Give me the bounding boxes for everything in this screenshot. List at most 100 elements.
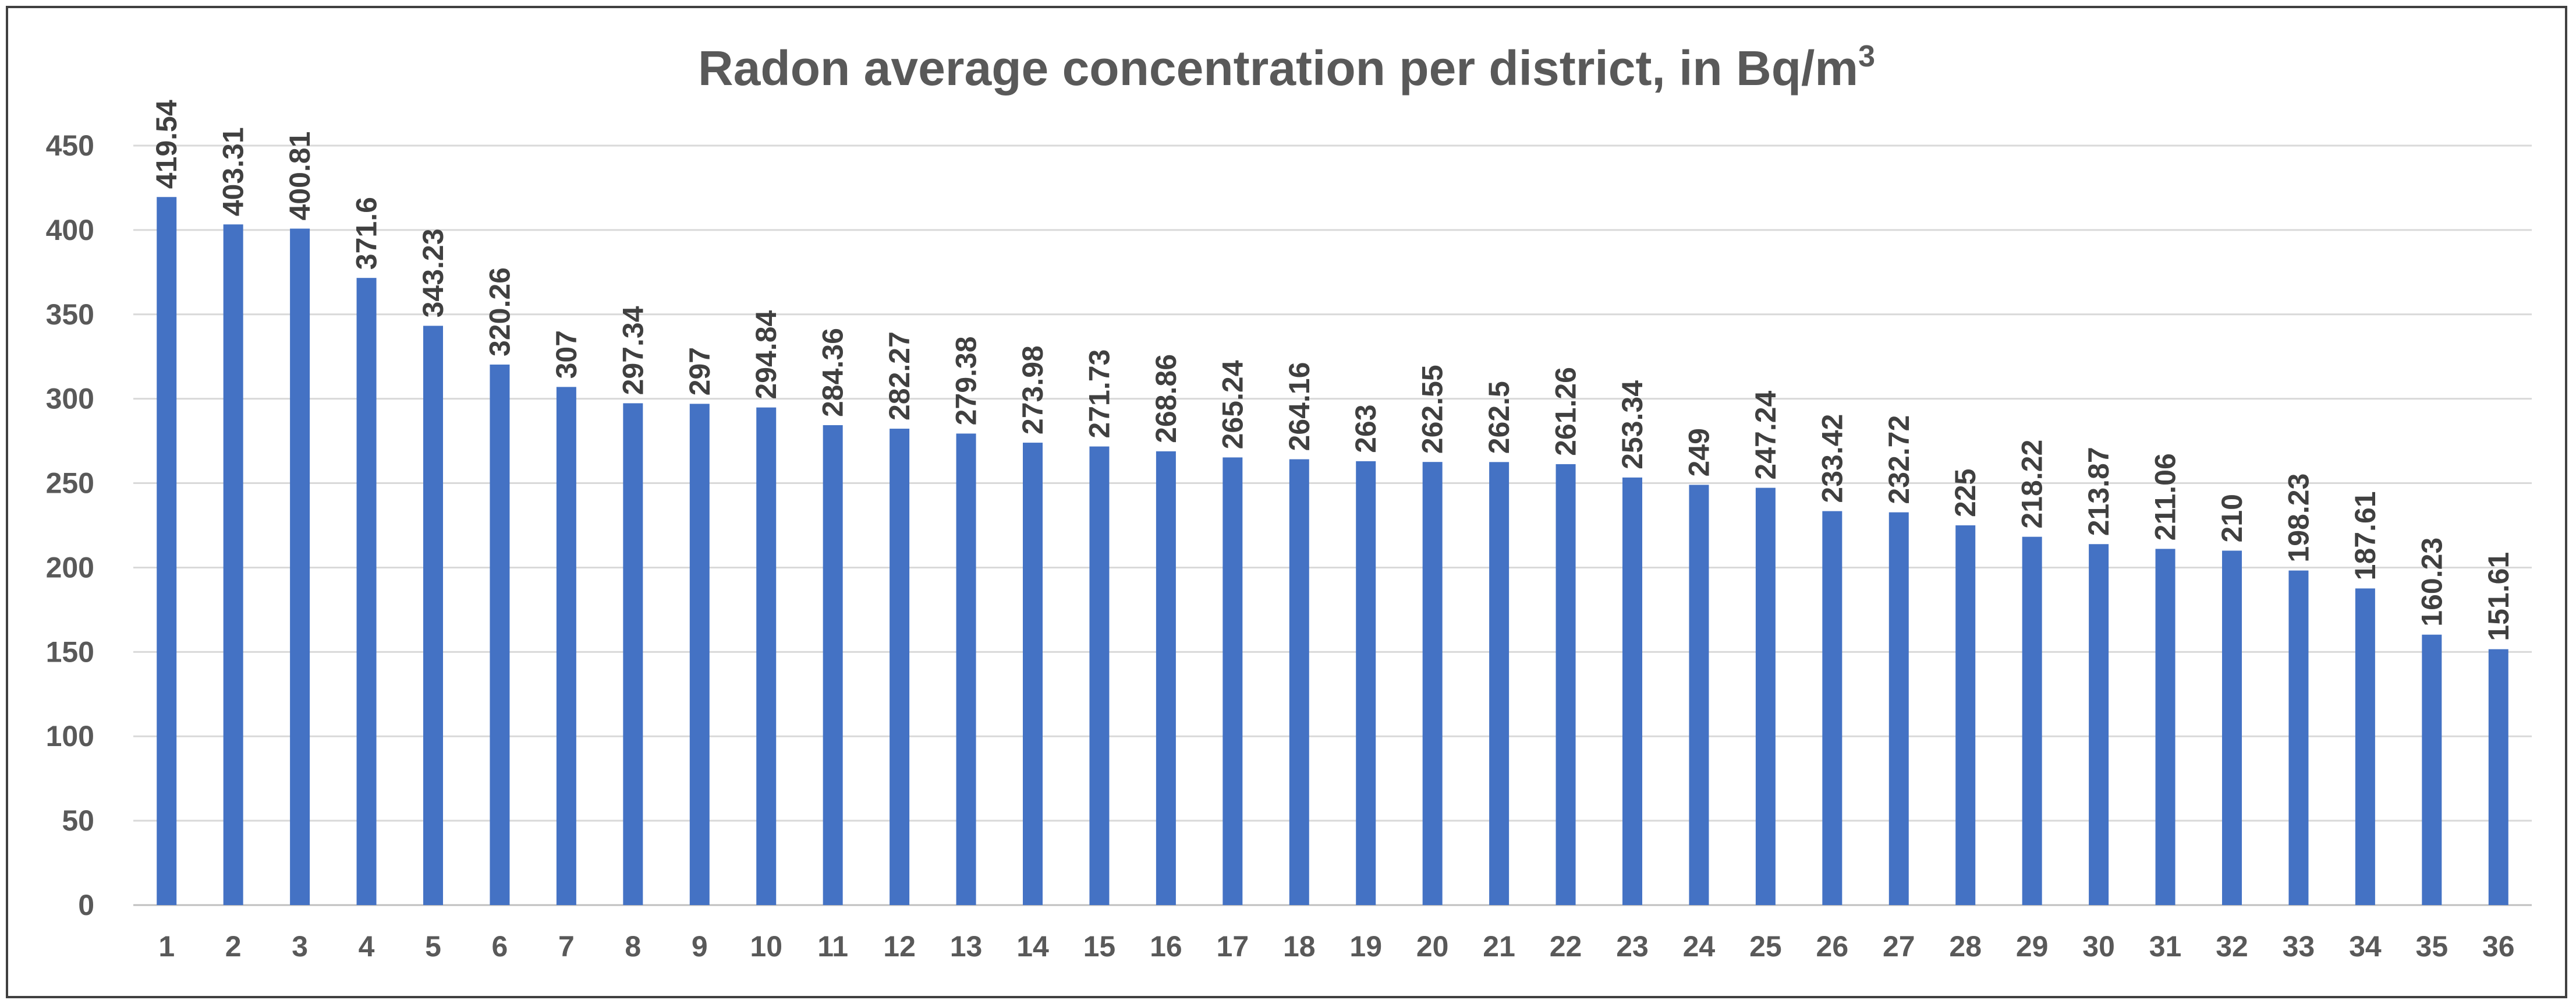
data-label: 282.27 bbox=[883, 331, 916, 421]
data-label: 263 bbox=[1349, 404, 1382, 453]
x-tick-label: 25 bbox=[1749, 930, 1782, 963]
data-label: 151.61 bbox=[2482, 552, 2515, 641]
data-label: 320.26 bbox=[483, 267, 516, 356]
bar-chart: Radon average concentration per district… bbox=[46, 40, 2532, 963]
bar bbox=[1223, 457, 1243, 905]
bar bbox=[2288, 570, 2309, 905]
x-axis-ticks: 1 2 3 4 5 6 7 8 9 10 11 12 13 14 15 16 17 18 19 20 21 22 23 24 2… bbox=[158, 930, 2514, 963]
x-tick-label: 4 bbox=[359, 930, 375, 963]
x-tick-label: 27 bbox=[1883, 930, 1915, 963]
data-label: 284.36 bbox=[817, 328, 849, 417]
chart-title: Radon average concentration per district… bbox=[698, 40, 1875, 96]
y-axis-ticks: 0 50 100 150 200 250 300 350 400 450 bbox=[46, 129, 94, 921]
bar bbox=[2422, 634, 2442, 905]
x-tick-label: 36 bbox=[2482, 930, 2515, 963]
x-tick-label: 30 bbox=[2082, 930, 2115, 963]
data-label: 253.34 bbox=[1616, 380, 1649, 469]
bar bbox=[1755, 487, 1776, 905]
bar bbox=[956, 433, 976, 905]
bar bbox=[1023, 443, 1043, 905]
bar bbox=[890, 429, 910, 905]
bar bbox=[1888, 512, 1909, 905]
data-label: 249 bbox=[1682, 428, 1715, 476]
data-label: 400.81 bbox=[284, 132, 316, 221]
x-tick-label: 23 bbox=[1616, 930, 1649, 963]
bar bbox=[2089, 544, 2109, 905]
data-label: 307 bbox=[550, 330, 583, 379]
bar bbox=[1622, 477, 1642, 905]
x-tick-label: 29 bbox=[2016, 930, 2049, 963]
bar bbox=[756, 407, 777, 905]
bar bbox=[2222, 550, 2242, 905]
data-label: 371.6 bbox=[350, 197, 383, 270]
x-tick-label: 32 bbox=[2216, 930, 2248, 963]
x-tick-label: 13 bbox=[950, 930, 983, 963]
x-tick-label: 9 bbox=[692, 930, 708, 963]
bar bbox=[1422, 462, 1443, 905]
data-label: 232.72 bbox=[1883, 415, 1915, 504]
y-tick-label: 50 bbox=[62, 804, 94, 837]
x-tick-label: 35 bbox=[2416, 930, 2449, 963]
x-tick-label: 6 bbox=[492, 930, 508, 963]
data-label: 211.06 bbox=[2149, 453, 2182, 540]
y-tick-label: 300 bbox=[46, 383, 94, 415]
x-tick-label: 1 bbox=[158, 930, 175, 963]
data-label: 225 bbox=[1949, 469, 1982, 517]
x-tick-label: 12 bbox=[883, 930, 916, 963]
data-label: 419.54 bbox=[150, 100, 183, 189]
bar bbox=[2488, 649, 2508, 905]
data-label: 403.31 bbox=[217, 127, 250, 216]
bar bbox=[1555, 464, 1576, 905]
data-label: 273.98 bbox=[1016, 345, 1049, 434]
data-label: 294.84 bbox=[750, 310, 782, 399]
x-tick-label: 34 bbox=[2349, 930, 2382, 963]
data-label: 198.23 bbox=[2282, 474, 2315, 563]
data-label: 297 bbox=[683, 347, 716, 395]
bar bbox=[1289, 459, 1309, 905]
data-label: 264.16 bbox=[1283, 362, 1316, 451]
data-label: 343.23 bbox=[417, 228, 449, 317]
bar bbox=[423, 326, 443, 905]
data-label: 213.87 bbox=[2082, 447, 2115, 536]
data-label: 297.34 bbox=[616, 306, 649, 395]
y-tick-label: 150 bbox=[46, 635, 94, 668]
x-tick-label: 11 bbox=[817, 930, 848, 963]
data-label: 187.61 bbox=[2349, 491, 2382, 580]
x-tick-label: 5 bbox=[425, 930, 441, 963]
bar bbox=[1822, 511, 1842, 905]
x-tick-label: 31 bbox=[2149, 930, 2182, 963]
chart-title-text: Radon average concentration per district… bbox=[698, 41, 1858, 96]
data-label: 210 bbox=[2216, 494, 2248, 542]
x-tick-label: 15 bbox=[1083, 930, 1116, 963]
chart-title-superscript: 3 bbox=[1858, 40, 1875, 73]
x-tick-label: 26 bbox=[1816, 930, 1849, 963]
y-tick-label: 100 bbox=[46, 720, 94, 752]
data-label: 261.26 bbox=[1550, 367, 1582, 456]
bar bbox=[2355, 588, 2375, 905]
bar bbox=[623, 403, 643, 905]
bar bbox=[1156, 451, 1176, 905]
x-tick-label: 3 bbox=[292, 930, 308, 963]
x-tick-label: 33 bbox=[2283, 930, 2315, 963]
x-tick-label: 18 bbox=[1283, 930, 1316, 963]
data-label: 265.24 bbox=[1216, 360, 1249, 449]
gridlines bbox=[133, 144, 2532, 906]
data-label: 271.73 bbox=[1083, 349, 1115, 439]
data-label: 279.38 bbox=[950, 336, 983, 425]
x-tick-label: 7 bbox=[558, 930, 575, 963]
x-tick-label: 19 bbox=[1349, 930, 1382, 963]
data-label: 262.5 bbox=[1483, 381, 1515, 454]
bar bbox=[689, 404, 710, 905]
bar bbox=[2155, 549, 2175, 905]
y-tick-label: 250 bbox=[46, 467, 94, 500]
bar bbox=[356, 278, 377, 905]
bar bbox=[556, 387, 576, 905]
x-tick-label: 22 bbox=[1550, 930, 1582, 963]
data-label: 160.23 bbox=[2415, 538, 2448, 627]
chart-frame: Radon average concentration per district… bbox=[6, 6, 2567, 998]
bar bbox=[1089, 446, 1110, 905]
bar bbox=[157, 197, 177, 905]
data-labels: 419.54 403.31 400.81 371.6 343.23 320.26 307 29… bbox=[150, 100, 2515, 641]
y-tick-label: 450 bbox=[46, 129, 94, 162]
bar bbox=[823, 425, 843, 905]
